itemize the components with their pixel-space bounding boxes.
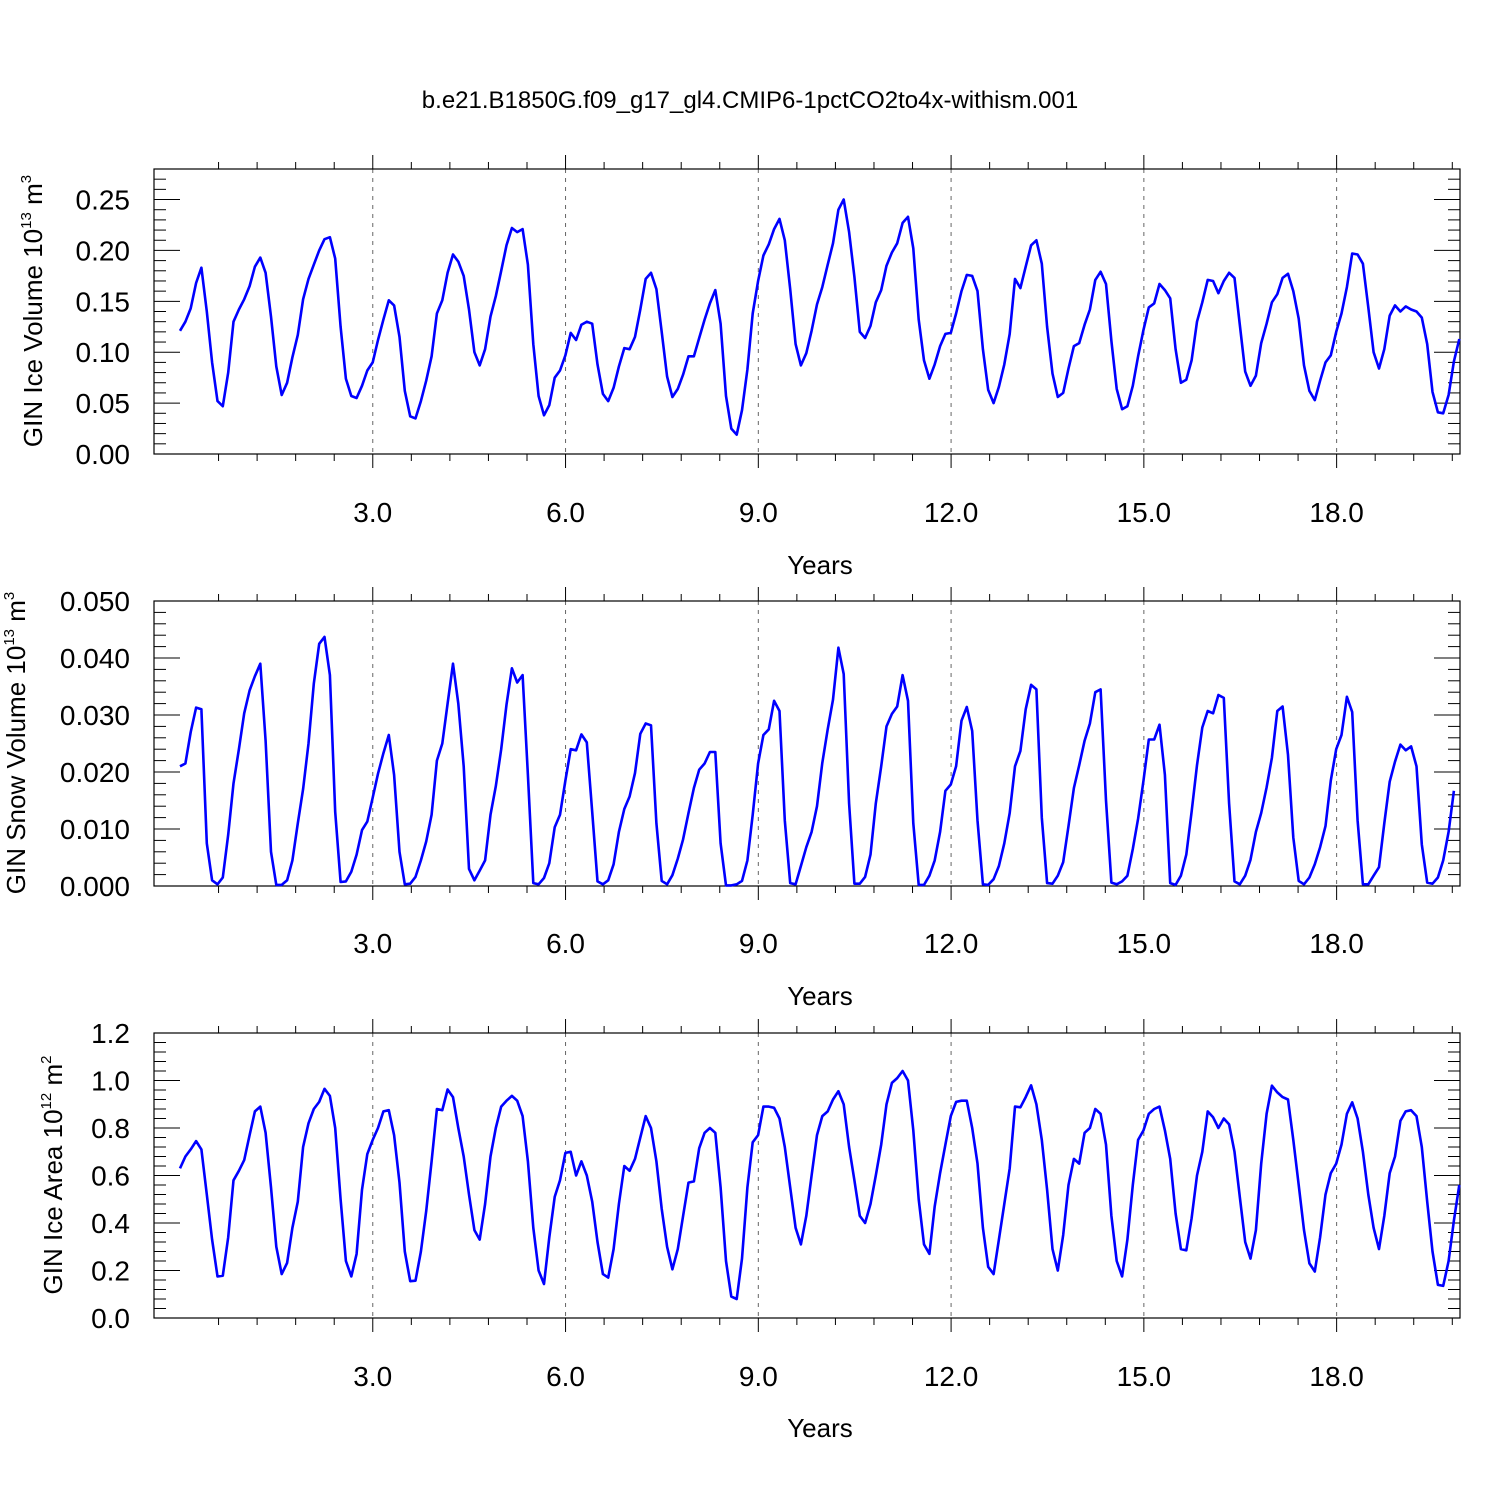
y-tick-label: 0.050 [60, 586, 130, 617]
x-tick-label: 12.0 [924, 497, 979, 528]
y-tick-label: 0.0 [91, 1303, 130, 1334]
panel-snow-volume: 3.0 6.0 9.0 12.0 15.0 18.0 Years 0.000 0.010 0.02… [1, 586, 1461, 1011]
panel-ice-volume: 3.0 6.0 9.0 12.0 15.0 18.0 Years 0.00 0.05 0.10 0.… [18, 155, 1461, 580]
x-tick-label: 9.0 [739, 928, 778, 959]
plot-frame [153, 600, 1461, 887]
x-tick-label: 15.0 [1117, 928, 1172, 959]
x-tick-label: 15.0 [1117, 497, 1172, 528]
y-tick-label: 0.4 [91, 1208, 130, 1239]
y-tick-label: 1.2 [91, 1018, 130, 1049]
x-tick-label: 18.0 [1309, 497, 1364, 528]
y-tick-label: 0.00 [76, 439, 131, 470]
series-line-ice-volume [178, 198, 1461, 437]
x-tick-label: 15.0 [1117, 1361, 1172, 1392]
y-tick-label: 0.10 [76, 337, 131, 368]
x-tick-label: 3.0 [353, 1361, 392, 1392]
y-tick-label: 0.2 [91, 1256, 130, 1287]
y-tick-label: 1.0 [91, 1066, 130, 1097]
y-tick-label: 0.20 [76, 235, 131, 266]
y-axis-title: GIN Snow Volume 1013 m3 [1, 592, 31, 895]
figure-title: b.e21.B1850G.f09_g17_gl4.CMIP6-1pctCO2to… [422, 87, 1078, 114]
y-tick-label: 0.15 [76, 286, 131, 317]
y-tick-label: 0.040 [60, 643, 130, 674]
x-tick-label: 9.0 [739, 497, 778, 528]
series-line-snow-volume [179, 635, 1456, 887]
x-tick-label: 9.0 [739, 1361, 778, 1392]
x-tick-label: 6.0 [546, 497, 585, 528]
y-tick-label: 0.010 [60, 814, 130, 845]
x-tick-label: 18.0 [1309, 928, 1364, 959]
y-tick-label: 0.25 [76, 185, 131, 216]
y-tick-label: 0.020 [60, 757, 130, 788]
x-axis-title: Years [787, 981, 853, 1011]
x-axis-title: Years [787, 1413, 853, 1443]
x-tick-label: 12.0 [924, 928, 979, 959]
x-tick-label: 3.0 [353, 928, 392, 959]
plot-frame [153, 168, 1461, 455]
x-tick-label: 3.0 [353, 497, 392, 528]
y-tick-label: 0.05 [76, 388, 131, 419]
x-tick-label: 18.0 [1309, 1361, 1364, 1392]
x-tick-label: 6.0 [546, 1361, 585, 1392]
panels: 3.0 6.0 9.0 12.0 15.0 18.0 Years 0.00 0.05 0.10 0.… [1, 155, 1461, 1443]
y-tick-label: 0.6 [91, 1161, 130, 1192]
y-tick-label: 0.000 [60, 871, 130, 902]
y-axis-title: GIN Ice Volume 1013 m3 [18, 175, 48, 447]
y-axis-title: GIN Ice Area 1012 m2 [38, 1056, 68, 1295]
x-axis-title: Years [787, 550, 853, 580]
y-tick-label: 0.8 [91, 1113, 130, 1144]
x-tick-label: 6.0 [546, 928, 585, 959]
panel-ice-area: 3.0 6.0 9.0 12.0 15.0 18.0 Years 0.0 0.2 0.4 0.6 0.… [38, 1018, 1461, 1443]
y-tick-label: 0.030 [60, 700, 130, 731]
x-tick-label: 12.0 [924, 1361, 979, 1392]
series-line-ice-area [178, 1069, 1461, 1301]
